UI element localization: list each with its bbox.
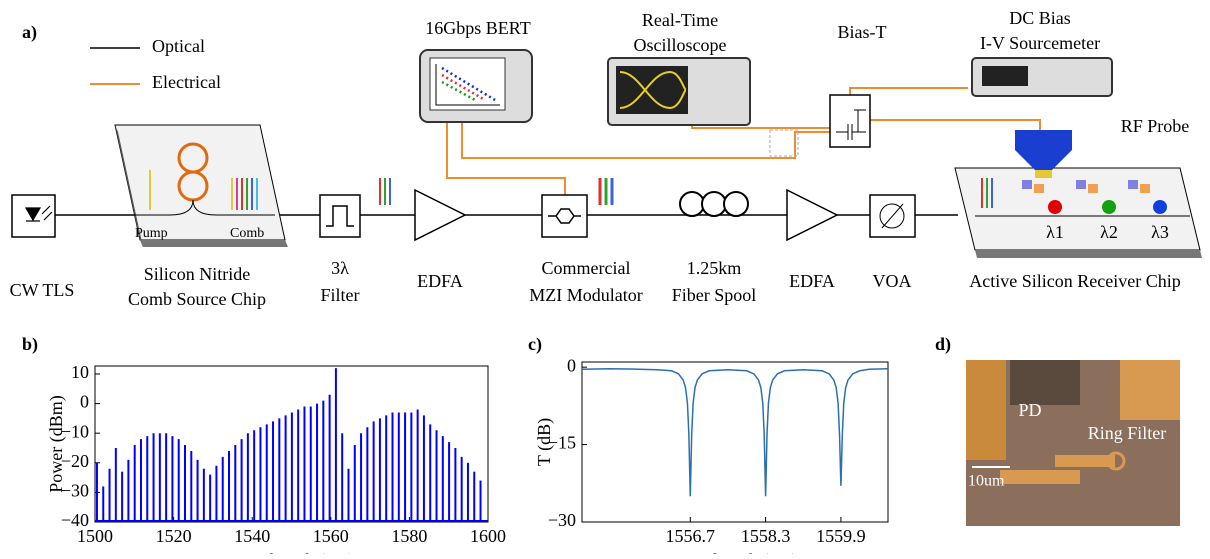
- micrograph-label: PD: [1018, 400, 1041, 420]
- plot-frame: [581, 361, 889, 523]
- chip-edge: [975, 250, 1202, 258]
- filter-icon: [326, 205, 354, 227]
- waveguide: [130, 199, 275, 216]
- component-label: 1.25km: [687, 258, 742, 278]
- component-label: Commercial: [542, 258, 631, 278]
- x-tick-label: 1600: [470, 526, 506, 546]
- component-label: CW TLS: [10, 280, 75, 300]
- x-tick-label: 1580: [391, 526, 427, 546]
- chip-label: Pump: [135, 226, 168, 241]
- x-axis-label: Wavelength (nm): [672, 550, 797, 554]
- y-tick-label: −30: [61, 481, 89, 501]
- x-tick-label: 1559.9: [816, 526, 866, 546]
- wire: [446, 118, 566, 198]
- component-label: Active Silicon Receiver Chip: [969, 271, 1180, 291]
- comb-lines: [231, 178, 258, 210]
- y-axis-label: Power (dBm): [46, 395, 67, 493]
- chip-edge: [140, 240, 288, 247]
- legend-label: Electrical: [152, 72, 221, 92]
- micrograph: [966, 360, 1180, 526]
- voa-icon: [881, 203, 904, 229]
- component-label: DC Bias: [1009, 8, 1071, 28]
- fiber-spool: [679, 191, 749, 217]
- modulated-lines: [598, 178, 614, 205]
- bert-axes: [435, 64, 500, 106]
- bert-trace: [441, 73, 486, 102]
- dc-block: [769, 129, 799, 157]
- filtered-lines: [379, 178, 391, 205]
- y-tick-label: −10: [61, 421, 89, 441]
- panel-label: b): [22, 334, 38, 355]
- chip: [114, 124, 286, 241]
- bias-t-icon: [836, 109, 866, 140]
- component-label: Oscilloscope: [634, 35, 727, 55]
- wire: [870, 119, 1041, 130]
- rf-probe-tip: [1035, 170, 1052, 178]
- x-tick-label: 1558.3: [741, 526, 791, 546]
- y-tick-label: −15: [548, 433, 576, 453]
- component-label: MZI Modulator: [529, 285, 642, 305]
- amplifier: [786, 188, 839, 242]
- y-tick-label: −40: [61, 510, 89, 530]
- component-label: VOA: [873, 271, 912, 291]
- x-tick-label: 1540: [234, 526, 270, 546]
- chip-edge: [955, 168, 977, 258]
- component-label: 16Gbps BERT: [425, 18, 530, 38]
- panel-label: c): [528, 334, 542, 355]
- y-tick-label: 0: [80, 392, 89, 412]
- wire: [849, 87, 968, 95]
- rf-probe: [1015, 130, 1072, 170]
- x-tick-label: 1520: [156, 526, 192, 546]
- component-label: Bias-T: [838, 22, 887, 42]
- chip-edge: [115, 125, 143, 247]
- component-label: EDFA: [417, 271, 463, 291]
- rx-lines: [981, 178, 993, 208]
- component-label: I-V Sourcemeter: [980, 33, 1100, 53]
- legend-label: Optical: [152, 36, 205, 56]
- y-tick-label: 10: [71, 362, 89, 382]
- wavelength-label: λ2: [1100, 222, 1118, 242]
- panel-label: a): [22, 22, 37, 43]
- bert-trace: [441, 80, 476, 102]
- wire: [461, 118, 840, 159]
- micrograph-label: 10um: [968, 473, 1005, 490]
- bias-t-box: [829, 94, 871, 148]
- wavelength-label: λ1: [1046, 222, 1064, 242]
- y-axis-label: T (dB): [534, 418, 555, 466]
- y-tick-label: 0: [567, 355, 576, 375]
- x-tick-label: 1560: [313, 526, 349, 546]
- dc-display: [982, 66, 1028, 86]
- y-tick-label: −30: [548, 510, 576, 530]
- filter-box: [319, 194, 361, 238]
- scope-trace: [619, 70, 687, 110]
- micrograph-label: Ring Filter: [1088, 423, 1167, 443]
- component-label: 3λ: [331, 258, 349, 278]
- component-label: Comb Source Chip: [128, 289, 266, 309]
- x-axis-label: Wavelength (nm): [229, 550, 354, 554]
- wavelength-label: λ3: [1151, 222, 1169, 242]
- bert-trace: [441, 66, 496, 102]
- ring-filters: [1022, 180, 1167, 214]
- amplifier: [414, 188, 467, 242]
- mzi-icon: [548, 208, 581, 224]
- transmission-line: [581, 367, 889, 497]
- laser-icon: [24, 205, 53, 222]
- component-label: Silicon Nitride: [144, 264, 251, 284]
- component-label: EDFA: [789, 271, 835, 291]
- x-tick-label: 1500: [77, 526, 113, 546]
- panel-label: d): [935, 334, 951, 355]
- chip-label: Comb: [230, 226, 264, 241]
- component-label: Filter: [321, 285, 360, 305]
- component-label: Fiber Spool: [672, 285, 757, 305]
- component-label: Real-Time: [642, 10, 718, 30]
- x-tick-label: 1556.7: [666, 526, 716, 546]
- component-label: RF Probe: [1121, 116, 1190, 136]
- y-tick-label: −20: [61, 451, 89, 471]
- voa-icon: [879, 203, 905, 229]
